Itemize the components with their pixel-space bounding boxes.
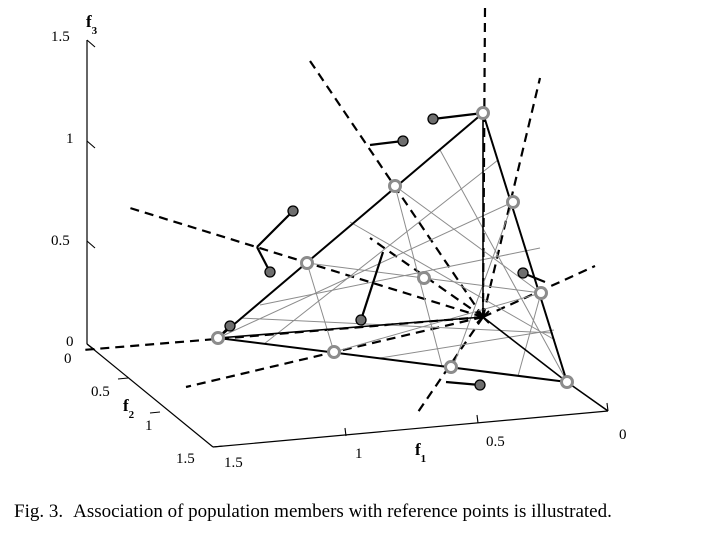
reference-point [211, 331, 225, 345]
population-member [474, 379, 486, 391]
f2-tick-label-1.5: 1.5 [176, 451, 195, 467]
f2-tick-label-0: 0 [64, 351, 72, 367]
f2-tick-label-0.5: 0.5 [91, 384, 110, 400]
f1-tick-label-0.5: 0.5 [486, 434, 505, 450]
f1-tick-label-1.5: 1.5 [224, 455, 243, 471]
population-member [397, 135, 409, 147]
reference-points [211, 106, 574, 389]
f3-tick-label-0: 0 [66, 334, 74, 350]
f3-tick-label-1.5: 1.5 [51, 29, 70, 45]
reference-point [560, 375, 574, 389]
ideal-point-marker [476, 310, 490, 324]
population-member [264, 266, 276, 278]
reference-point [388, 179, 402, 193]
reference-point [327, 345, 341, 359]
reference-point [417, 271, 431, 285]
reference-point [506, 195, 520, 209]
population-members [224, 113, 529, 391]
tick-marks [86, 39, 609, 448]
reference-point [534, 286, 548, 300]
intercept-lines [217, 113, 609, 412]
figure-plot: 1.5 1 0.5 0 f3 0 0.5 1 1.5 f2 1.5 1 0.5 … [51, 7, 627, 471]
f1-axis-label: f1 [415, 440, 426, 465]
reference-point [476, 106, 490, 120]
f1-tick-label-0: 0 [619, 427, 627, 443]
f2-axis-line [86, 343, 214, 448]
figure-number: Fig. 3. [14, 501, 64, 522]
population-member [517, 267, 529, 279]
caption-text: Association of population members with r… [73, 501, 612, 522]
f1-axis-line [212, 410, 609, 448]
population-member [427, 113, 439, 125]
f1-tick-label-1: 1 [355, 446, 363, 462]
f3-tick-label-0.5: 0.5 [51, 233, 70, 249]
reference-point [300, 256, 314, 270]
reference-point [444, 360, 458, 374]
f2-axis-label: f2 [123, 396, 135, 421]
f3-axis-label: f3 [86, 12, 98, 37]
axis-frame [86, 40, 609, 448]
hyperplane-edges [217, 112, 568, 383]
f3-tick-label-1: 1 [66, 131, 74, 147]
population-member [224, 320, 236, 332]
population-member [355, 314, 367, 326]
figure-caption: Fig. 3. Association of population members… [14, 501, 704, 523]
f2-tick-label-1: 1 [145, 418, 153, 434]
population-member [287, 205, 299, 217]
